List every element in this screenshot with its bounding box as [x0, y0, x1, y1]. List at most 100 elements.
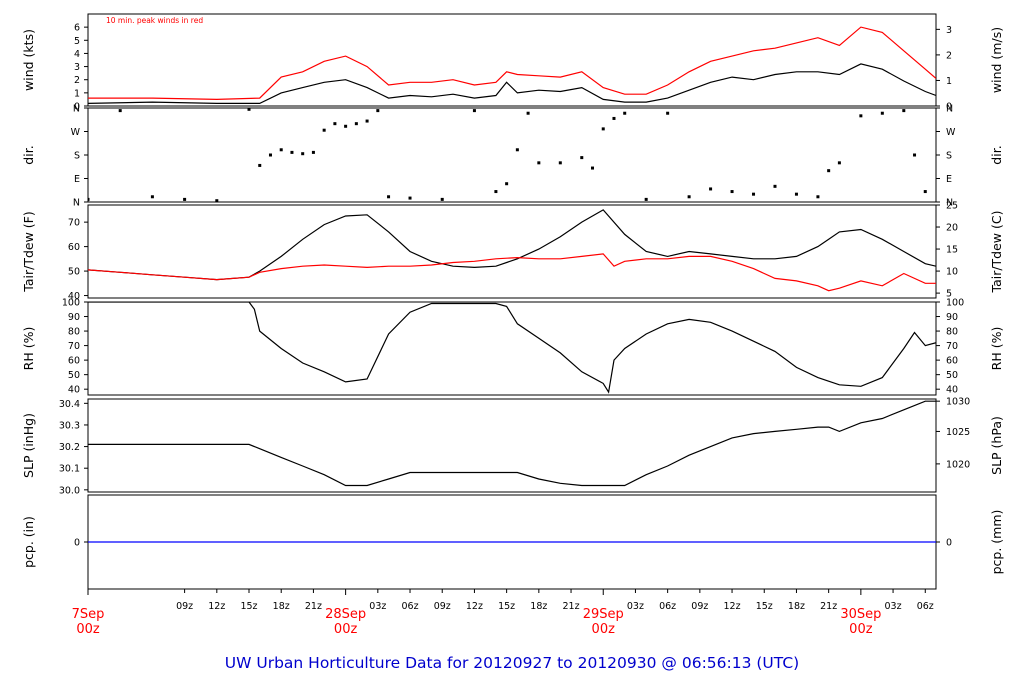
- day-date-label: 7Sep: [72, 607, 105, 622]
- right-tick-label: E: [946, 174, 952, 185]
- left-tick-label: E: [74, 174, 80, 185]
- right-tick-label: 3: [946, 25, 952, 36]
- left-tick-label: 40: [68, 385, 80, 396]
- right-axis-label: SLP (hPa): [989, 416, 1004, 475]
- time-tick-label: 21z: [562, 601, 579, 612]
- direction-point: [215, 199, 219, 202]
- day-time-label: 00z: [592, 622, 616, 637]
- left-tick-label: 70: [68, 218, 80, 229]
- figure-title: UW Urban Horticulture Data for 20120927 …: [225, 654, 799, 672]
- left-tick-label: N: [73, 198, 80, 209]
- left-axis-label: SLP (inHg): [21, 413, 36, 478]
- left-axis-label: pcp. (in): [21, 516, 36, 568]
- direction-point: [816, 195, 820, 199]
- right-tick-label: 80: [946, 327, 958, 338]
- direction-point: [837, 161, 841, 165]
- series-rh-0: [88, 302, 936, 394]
- direction-point: [322, 128, 326, 132]
- day-date-label: 28Sep: [325, 607, 366, 622]
- left-tick-label: 60: [68, 242, 80, 253]
- panel-precip: 0 0 pcp. (in) pcp. (mm): [21, 494, 1004, 590]
- time-tick-label: 09z: [691, 601, 708, 612]
- time-tick-label: 15z: [756, 601, 773, 612]
- left-axis-label: wind (kts): [21, 29, 36, 91]
- plot-area: [88, 26, 936, 105]
- left-tick-label: 30.0: [59, 485, 80, 496]
- panel-frame: [87, 204, 937, 299]
- right-tick-label: W: [946, 127, 956, 138]
- direction-point: [827, 169, 831, 173]
- left-tick-label: 30.3: [59, 420, 80, 431]
- direction-point: [612, 116, 616, 120]
- right-axis-label: wind (m/s): [989, 27, 1004, 93]
- right-tick-label: N: [946, 104, 953, 115]
- direction-point: [118, 109, 122, 113]
- direction-point: [580, 156, 584, 160]
- direction-point: [902, 109, 906, 113]
- plot-area: [88, 400, 936, 487]
- left-tick-label: 0: [74, 538, 80, 549]
- left-axis-label: RH (%): [21, 327, 36, 371]
- right-tick-label: 100: [946, 298, 964, 309]
- time-axis: 09z 12z 15z 18z 21z 03z 06z 09z 12z 15z 18z 21z 03z 0…: [72, 589, 934, 637]
- left-axis-label: dir.: [21, 145, 36, 164]
- left-tick-label: 80: [68, 327, 80, 338]
- right-tick-label: S: [946, 151, 952, 162]
- right-tick-label: 0: [946, 538, 952, 549]
- direction-point: [247, 108, 251, 111]
- right-axis-label: RH (%): [989, 327, 1004, 371]
- series-slp-0: [88, 400, 936, 487]
- direction-point: [354, 122, 358, 126]
- direction-point: [913, 153, 917, 157]
- left-tick-label: 30.1: [59, 464, 80, 475]
- left-tick-label: 50: [68, 267, 80, 278]
- right-tick-label: 50: [946, 370, 958, 381]
- day-date-label: 29Sep: [583, 607, 624, 622]
- right-tick-label: 1: [946, 76, 952, 87]
- time-tick-label: 18z: [273, 601, 290, 612]
- direction-point: [376, 109, 380, 113]
- direction-point: [440, 197, 444, 201]
- time-tick-label: 09z: [176, 601, 193, 612]
- time-tick-label: 06z: [659, 601, 676, 612]
- right-tick-label: 70: [946, 341, 958, 352]
- direction-point: [505, 182, 509, 186]
- time-tick-label: 21z: [305, 601, 322, 612]
- direction-point: [268, 153, 272, 157]
- direction-point: [923, 190, 927, 194]
- right-tick-label: 60: [946, 356, 958, 367]
- series-tdew: [88, 253, 936, 292]
- direction-point: [730, 190, 734, 194]
- right-tick-label: 1020: [946, 459, 970, 470]
- panel-temperature: 40 50 60 70 5 10 15 20 25 Tair/Tdew (F) Tair/Tdew …: [21, 201, 1004, 303]
- direction-point: [279, 148, 283, 152]
- left-tick-label: 70: [68, 341, 80, 352]
- direction-point: [258, 163, 262, 167]
- direction-point: [344, 124, 348, 128]
- left-tick-label: 0: [74, 102, 80, 113]
- left-tick-label: 3: [74, 62, 80, 73]
- right-axis-label: dir.: [989, 145, 1004, 164]
- direction-point: [301, 152, 305, 156]
- time-tick-label: 12z: [724, 601, 741, 612]
- direction-point: [859, 114, 863, 118]
- left-tick-label: 100: [62, 298, 80, 309]
- day-time-label: 00z: [849, 622, 873, 637]
- right-tick-label: N: [946, 198, 953, 209]
- time-tick-label: 15z: [240, 601, 257, 612]
- left-tick-label: 60: [68, 356, 80, 367]
- right-tick-label: 1025: [946, 427, 970, 438]
- direction-point: [365, 119, 369, 123]
- right-axis-label: pcp. (mm): [989, 510, 1004, 575]
- right-tick-label: 25: [946, 201, 958, 212]
- series-wind-0: [88, 63, 936, 105]
- direction-point: [408, 196, 412, 200]
- direction-point: [666, 111, 670, 115]
- direction-point: [880, 111, 884, 115]
- direction-point: [558, 161, 562, 165]
- direction-point: [150, 195, 154, 199]
- left-tick-label: 6: [74, 23, 80, 34]
- time-tick-label: 15z: [498, 601, 515, 612]
